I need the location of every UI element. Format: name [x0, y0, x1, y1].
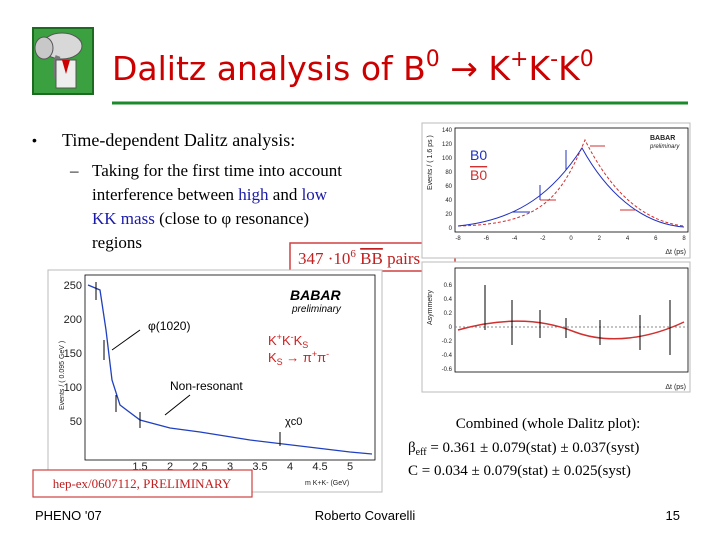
logo [32, 27, 94, 95]
tick-label: 0 [569, 236, 573, 242]
tick-label: -8 [455, 236, 461, 242]
tick-label: 0.2 [444, 311, 453, 317]
svg-text:KS → π+π-: KS → π+π- [268, 349, 329, 367]
tick-label: 20 [445, 212, 452, 218]
svg-text:βeff = 0.361 ± 0.079(stat) ±: βeff = 0.361 ± 0.079(stat) ± 0.037(syst) [408, 440, 639, 458]
bullet: Time-dependent Dalitz analysis: [62, 130, 295, 150]
tick-label: 100 [442, 156, 453, 162]
tick-label: -6 [484, 236, 490, 242]
svg-text:C = 0.034 ± 0.079(stat) ± 0.: C = 0.034 ± 0.079(stat) ± 0.025(syst) [408, 463, 631, 479]
tick-label: 250 [64, 280, 82, 292]
tick-label: 200 [64, 314, 82, 326]
y-axis-label: Events / ( 1.6 ps ) [427, 135, 434, 190]
mode: K+K-KS KS → π+π- [268, 332, 329, 367]
tick-label: 4 [287, 461, 293, 473]
result: Combined (whole Dalitz plot): βeff = 0.3… [408, 416, 640, 479]
tick-label: 150 [64, 348, 82, 360]
tick-label: -4 [512, 236, 518, 242]
svg-text:interference between high and: interference between high and low [92, 185, 328, 204]
tick-label: 4.5 [312, 461, 327, 473]
brand: BABAR [290, 287, 341, 303]
legend-b0bar: B0 [470, 167, 487, 183]
peak-label: Non-resonant [170, 379, 243, 393]
dt-plot: BABAR preliminary B0 B0 Events / ( 1.6 p… [421, 122, 691, 259]
tick-label: 2 [598, 236, 602, 242]
tick-label: 60 [445, 184, 452, 190]
tick-label: -0.4 [442, 353, 453, 359]
brand: BABAR [650, 135, 675, 142]
tick-label: 6 [654, 236, 658, 242]
peak-label: φ(1020) [148, 319, 190, 333]
legend-b0: B0 [470, 147, 487, 163]
reference: hep-ex/0607112, PRELIMINARY [53, 476, 232, 491]
tick-label: 0 [449, 226, 453, 232]
y-axis-label: Asymmetry [427, 290, 434, 326]
peak-label: χc0 [285, 416, 302, 428]
tick-label: 3.5 [252, 461, 267, 473]
y-axis-label: Events / ( 0.095 GeV ) [59, 341, 66, 410]
tick-label: 0 [449, 325, 453, 331]
tick-label: 40 [445, 198, 452, 204]
svg-text:K+K-KS: K+K-KS [268, 332, 308, 350]
x-axis-label: Δt (ps) [665, 249, 686, 256]
tick-label: -2 [540, 236, 546, 242]
footer-left: PHENO '07 [35, 508, 102, 523]
asym-plot: Asymmetry Δt (ps) 0.6 0.4 0.2 0 -0.2 -0.4 -0.6 [421, 261, 691, 393]
tick-label: -0.6 [442, 367, 453, 373]
tick-label: -0.2 [442, 339, 453, 345]
svg-text:Taking for the first time into: Taking for the first time into account [92, 161, 342, 180]
result-box [397, 397, 691, 491]
page-number: 15 [666, 508, 680, 523]
footer-center: Roberto Covarelli [315, 508, 416, 523]
dash: – [69, 161, 79, 180]
tick-label: 0.4 [444, 297, 453, 303]
tick-label: 50 [70, 416, 82, 428]
arrow [164, 394, 191, 416]
tick-label: 3 [227, 461, 233, 473]
tick-label: 4 [626, 236, 630, 242]
tick-label: 140 [442, 128, 453, 134]
status: preliminary [291, 304, 342, 315]
svg-text:KK mass (close to φ resonance): KK mass (close to φ resonance) [92, 209, 309, 228]
svg-text:Combined (whole Dalitz plot):: Combined (whole Dalitz plot): [456, 416, 641, 432]
title: Dalitz analysis of B0 → K+K-K0 [112, 47, 594, 88]
tick-label: 120 [442, 142, 453, 148]
sample: 347 ·106 BB pairs [298, 248, 420, 268]
tick-label: 5 [347, 461, 353, 473]
tick-label: 100 [64, 382, 82, 394]
x-axis-label: m K+K- (GeV) [305, 480, 349, 487]
status: preliminary [649, 144, 680, 150]
tick-label: 8 [682, 236, 686, 242]
tick-label: 0.6 [444, 283, 453, 289]
tick-label: 2 [167, 461, 173, 473]
svg-text:regions: regions [92, 233, 142, 252]
reference-box [32, 469, 253, 498]
bullet-dot: • [32, 132, 37, 148]
x-axis-label: Δt (ps) [665, 384, 686, 391]
arrow [111, 329, 141, 351]
sub-bullet: Taking for the first time into account i… [92, 161, 342, 252]
mass-plot: BABAR preliminary φ(1020) Non-resonant χ… [47, 269, 383, 493]
tick-label: 80 [445, 170, 452, 176]
